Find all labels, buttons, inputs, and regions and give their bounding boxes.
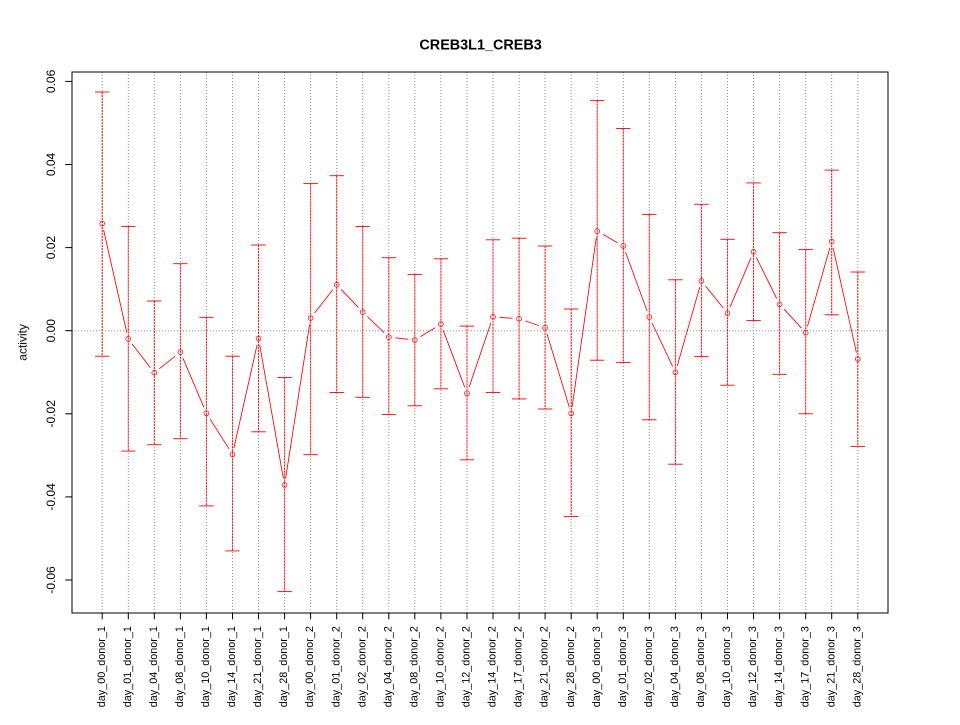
- svg-text:0.00: 0.00: [44, 319, 58, 343]
- svg-text:day_08_donor_3: day_08_donor_3: [695, 626, 707, 707]
- svg-text:day_28_donor_2: day_28_donor_2: [565, 626, 577, 707]
- svg-text:day_28_donor_1: day_28_donor_1: [278, 626, 290, 707]
- svg-text:day_02_donor_3: day_02_donor_3: [643, 626, 655, 707]
- svg-text:day_14_donor_3: day_14_donor_3: [773, 626, 785, 707]
- svg-text:day_02_donor_2: day_02_donor_2: [356, 626, 368, 707]
- svg-text:0.04: 0.04: [44, 152, 58, 176]
- svg-text:day_14_donor_1: day_14_donor_1: [226, 626, 238, 707]
- svg-text:day_21_donor_2: day_21_donor_2: [539, 626, 551, 707]
- svg-text:day_12_donor_2: day_12_donor_2: [461, 626, 473, 707]
- svg-text:day_10_donor_2: day_10_donor_2: [435, 626, 447, 707]
- svg-text:day_00_donor_1: day_00_donor_1: [96, 626, 108, 707]
- svg-text:0.06: 0.06: [44, 69, 58, 93]
- svg-text:day_08_donor_1: day_08_donor_1: [174, 626, 186, 707]
- svg-text:day_21_donor_3: day_21_donor_3: [825, 626, 837, 707]
- svg-text:activity: activity: [16, 324, 30, 361]
- svg-text:-0.02: -0.02: [44, 400, 58, 428]
- svg-text:day_00_donor_2: day_00_donor_2: [304, 626, 316, 707]
- svg-text:day_21_donor_1: day_21_donor_1: [252, 626, 264, 707]
- svg-text:day_01_donor_1: day_01_donor_1: [122, 626, 134, 707]
- svg-text:day_12_donor_3: day_12_donor_3: [747, 626, 759, 707]
- svg-text:day_10_donor_3: day_10_donor_3: [721, 626, 733, 707]
- svg-text:day_28_donor_3: day_28_donor_3: [851, 626, 863, 707]
- svg-text:day_04_donor_1: day_04_donor_1: [148, 626, 160, 707]
- svg-text:day_01_donor_3: day_01_donor_3: [617, 626, 629, 707]
- svg-text:day_10_donor_1: day_10_donor_1: [200, 626, 212, 707]
- svg-text:-0.04: -0.04: [44, 483, 58, 511]
- svg-text:day_08_donor_2: day_08_donor_2: [408, 626, 420, 707]
- svg-text:CREB3L1_CREB3: CREB3L1_CREB3: [419, 38, 541, 54]
- svg-text:day_04_donor_3: day_04_donor_3: [669, 626, 681, 707]
- svg-text:day_17_donor_2: day_17_donor_2: [513, 626, 525, 707]
- svg-text:0.02: 0.02: [44, 236, 58, 260]
- svg-text:day_00_donor_3: day_00_donor_3: [591, 626, 603, 707]
- svg-text:day_17_donor_3: day_17_donor_3: [799, 626, 811, 707]
- svg-text:day_14_donor_2: day_14_donor_2: [487, 626, 499, 707]
- svg-text:-0.06: -0.06: [44, 566, 58, 594]
- svg-text:day_04_donor_2: day_04_donor_2: [382, 626, 394, 707]
- svg-text:day_01_donor_2: day_01_donor_2: [330, 626, 342, 707]
